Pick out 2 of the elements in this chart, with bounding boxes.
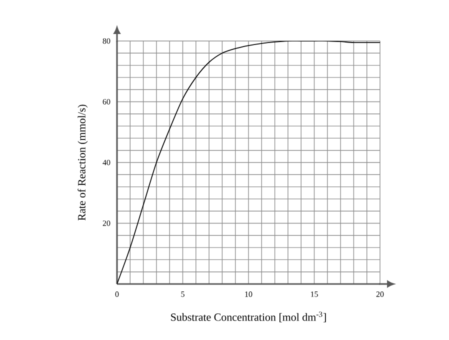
- x-axis-title: Substrate Concentration [mol dm$^{-3}$]: [171, 312, 326, 322]
- y-axis-title: Rate of Reaction (mmol/s): [78, 104, 88, 220]
